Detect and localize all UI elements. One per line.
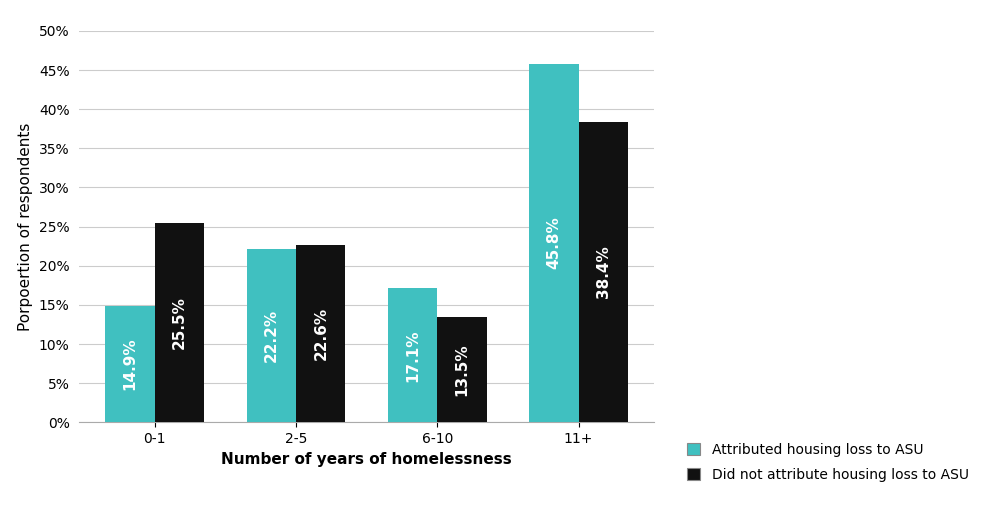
Text: 25.5%: 25.5% xyxy=(172,296,187,349)
Bar xyxy=(155,222,204,422)
Bar xyxy=(529,64,579,422)
Text: 14.9%: 14.9% xyxy=(123,338,138,390)
Bar xyxy=(387,288,437,422)
Text: 17.1%: 17.1% xyxy=(405,329,420,382)
Bar xyxy=(296,245,346,422)
Bar xyxy=(437,317,487,422)
Legend: Attributed housing loss to ASU, Did not attribute housing loss to ASU: Attributed housing loss to ASU, Did not … xyxy=(681,437,974,488)
Text: 22.2%: 22.2% xyxy=(264,309,278,362)
X-axis label: Number of years of homelessness: Number of years of homelessness xyxy=(221,452,512,467)
Text: 13.5%: 13.5% xyxy=(455,343,470,396)
Text: 45.8%: 45.8% xyxy=(546,217,561,269)
Text: 38.4%: 38.4% xyxy=(596,246,610,298)
Bar xyxy=(579,122,628,422)
Y-axis label: Porpoertion of respondents: Porpoertion of respondents xyxy=(18,123,34,331)
Bar xyxy=(247,249,296,422)
Text: 22.6%: 22.6% xyxy=(313,307,328,360)
Bar xyxy=(105,306,155,422)
